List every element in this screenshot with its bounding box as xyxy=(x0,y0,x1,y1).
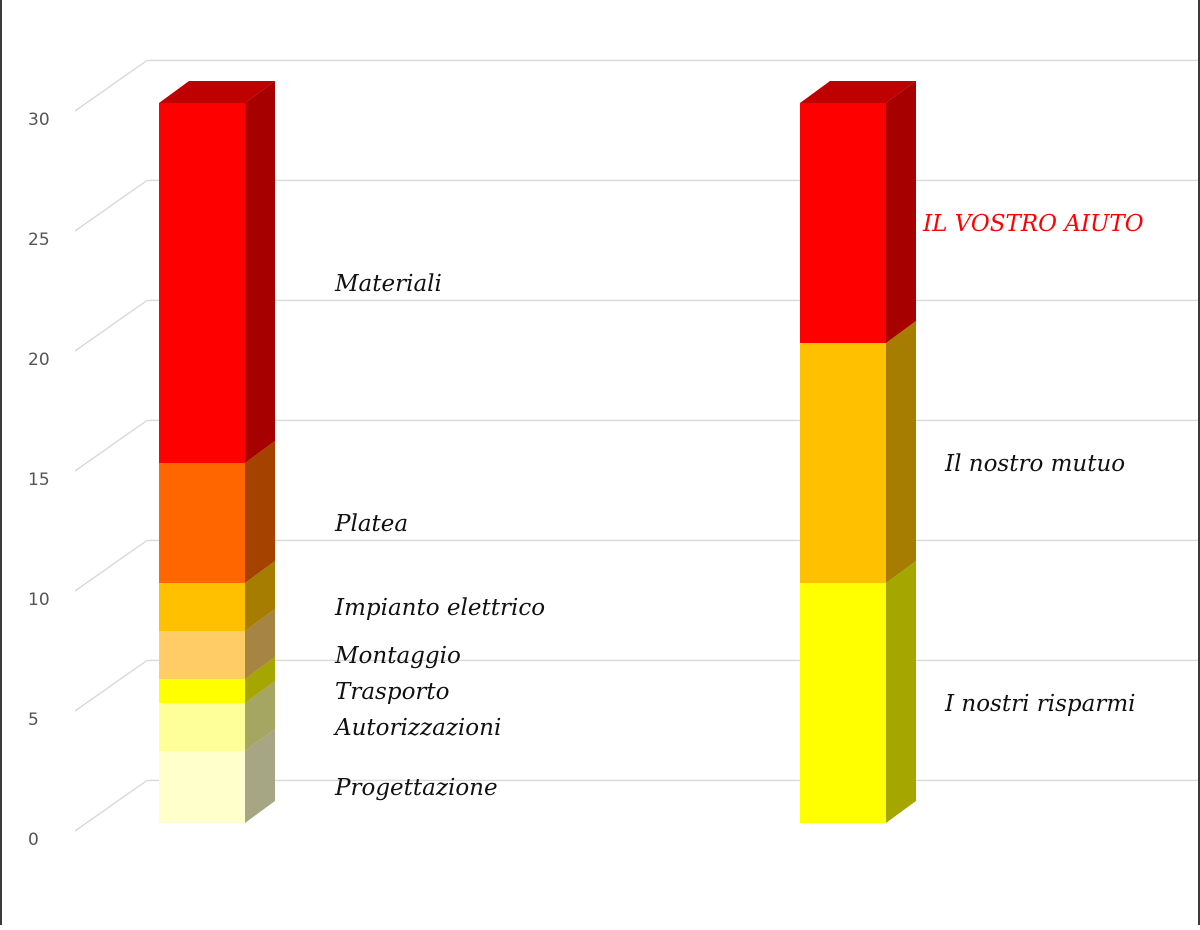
segment-label: Materiali xyxy=(334,271,442,297)
bar-segment-side xyxy=(886,81,916,343)
segment-label: Autorizzazioni xyxy=(333,715,501,741)
bar-segment-front xyxy=(159,463,245,583)
bar-segment-side xyxy=(886,321,916,583)
y-tick-label: 20 xyxy=(28,350,50,370)
gridline-diagonal xyxy=(74,299,148,352)
gridline-diagonal xyxy=(74,59,148,112)
y-axis-ticks: 0 5 10 15 20 25 30 xyxy=(28,110,50,850)
y-tick-label: 30 xyxy=(28,110,50,130)
gridline-diagonal xyxy=(74,179,148,232)
bar-segment-front xyxy=(800,583,886,823)
bar-segment-front xyxy=(159,751,245,823)
bar-segment-front xyxy=(800,103,886,343)
segment-label: Montaggio xyxy=(334,643,461,669)
y-tick-label: 15 xyxy=(28,470,50,490)
bar-segment-front xyxy=(159,583,245,631)
gridline-diagonal xyxy=(74,779,148,832)
bar-segment-front xyxy=(800,343,886,583)
y-tick-label: 25 xyxy=(28,230,50,250)
right-frame-border xyxy=(1198,0,1200,925)
bar-segment-front xyxy=(159,703,245,751)
bar-segment-side xyxy=(245,657,275,703)
bar-segment-side xyxy=(245,81,275,463)
gridline-diagonal xyxy=(74,419,148,472)
gridline-diagonal xyxy=(74,659,148,712)
y-tick-label: 10 xyxy=(28,590,50,610)
bar-segment-side xyxy=(245,441,275,583)
segment-label: Trasporto xyxy=(335,679,450,705)
y-tick-label: 0 xyxy=(28,830,39,850)
bar-top-face xyxy=(159,81,275,103)
segment-label: Progettazione xyxy=(334,775,498,801)
bars-layer xyxy=(159,81,916,823)
segment-label: Il nostro mutuo xyxy=(944,451,1125,477)
bar-segment-front xyxy=(159,103,245,463)
bar-segment-side xyxy=(245,561,275,631)
bar-segment-side xyxy=(245,729,275,823)
bar-segment-front xyxy=(159,631,245,679)
bar-segment-side xyxy=(245,681,275,751)
y-tick-label: 5 xyxy=(28,710,39,730)
segment-label: I nostri risparmi xyxy=(944,691,1136,717)
bar-top-face xyxy=(800,81,916,103)
bar-segment-front xyxy=(159,679,245,703)
segment-label: IL VOSTRO AIUTO xyxy=(922,211,1144,237)
bar-segment-side xyxy=(886,561,916,823)
segment-labels: Progettazione Autorizzazioni Trasporto Mont… xyxy=(333,211,1144,801)
left-frame-border xyxy=(0,0,2,925)
bar-segment-side xyxy=(245,609,275,679)
gridline-diagonal xyxy=(74,539,148,592)
grid-layer xyxy=(74,59,1200,832)
segment-label: Platea xyxy=(334,511,408,537)
segment-label: Impianto elettrico xyxy=(334,595,545,621)
